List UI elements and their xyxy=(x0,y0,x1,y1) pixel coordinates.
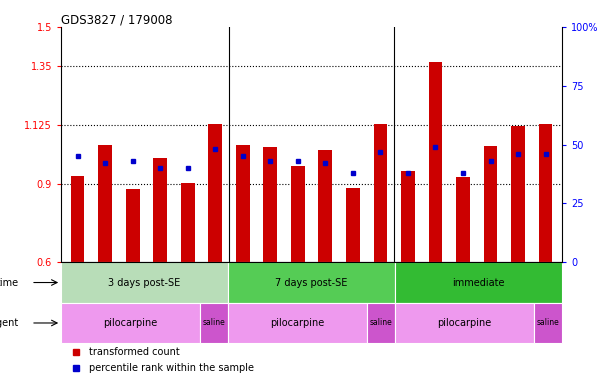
Bar xyxy=(428,62,442,262)
Text: time: time xyxy=(0,278,18,288)
Text: agent: agent xyxy=(0,318,18,328)
Bar xyxy=(373,124,387,262)
Bar xyxy=(208,124,222,262)
Text: 3 days post-SE: 3 days post-SE xyxy=(109,278,181,288)
Text: immediate: immediate xyxy=(452,278,505,288)
Bar xyxy=(181,182,195,262)
Text: GDS3827 / 179008: GDS3827 / 179008 xyxy=(61,14,172,27)
Text: pilocarpine: pilocarpine xyxy=(103,318,158,328)
Text: percentile rank within the sample: percentile rank within the sample xyxy=(89,363,254,373)
Bar xyxy=(263,147,277,262)
Bar xyxy=(346,188,360,262)
Bar xyxy=(71,176,84,262)
Bar xyxy=(228,303,367,343)
Bar xyxy=(236,145,250,262)
Bar xyxy=(395,303,534,343)
Bar xyxy=(61,303,200,343)
Text: saline: saline xyxy=(537,318,560,328)
Bar xyxy=(126,189,139,262)
Bar xyxy=(61,262,228,303)
Bar xyxy=(401,171,415,262)
Bar xyxy=(484,146,497,262)
Text: pilocarpine: pilocarpine xyxy=(271,318,325,328)
Text: saline: saline xyxy=(370,318,393,328)
Text: pilocarpine: pilocarpine xyxy=(437,318,492,328)
Bar xyxy=(539,124,552,262)
Bar xyxy=(395,262,562,303)
Bar xyxy=(153,158,167,262)
Bar xyxy=(291,166,305,262)
Text: saline: saline xyxy=(203,318,225,328)
Bar xyxy=(367,303,395,343)
Text: transformed count: transformed count xyxy=(89,348,180,358)
Bar xyxy=(318,150,332,262)
Text: 7 days post-SE: 7 days post-SE xyxy=(276,278,348,288)
Bar xyxy=(511,126,525,262)
Bar xyxy=(200,303,228,343)
Bar xyxy=(228,262,395,303)
Bar xyxy=(534,303,562,343)
Bar xyxy=(98,145,112,262)
Bar xyxy=(456,177,470,262)
